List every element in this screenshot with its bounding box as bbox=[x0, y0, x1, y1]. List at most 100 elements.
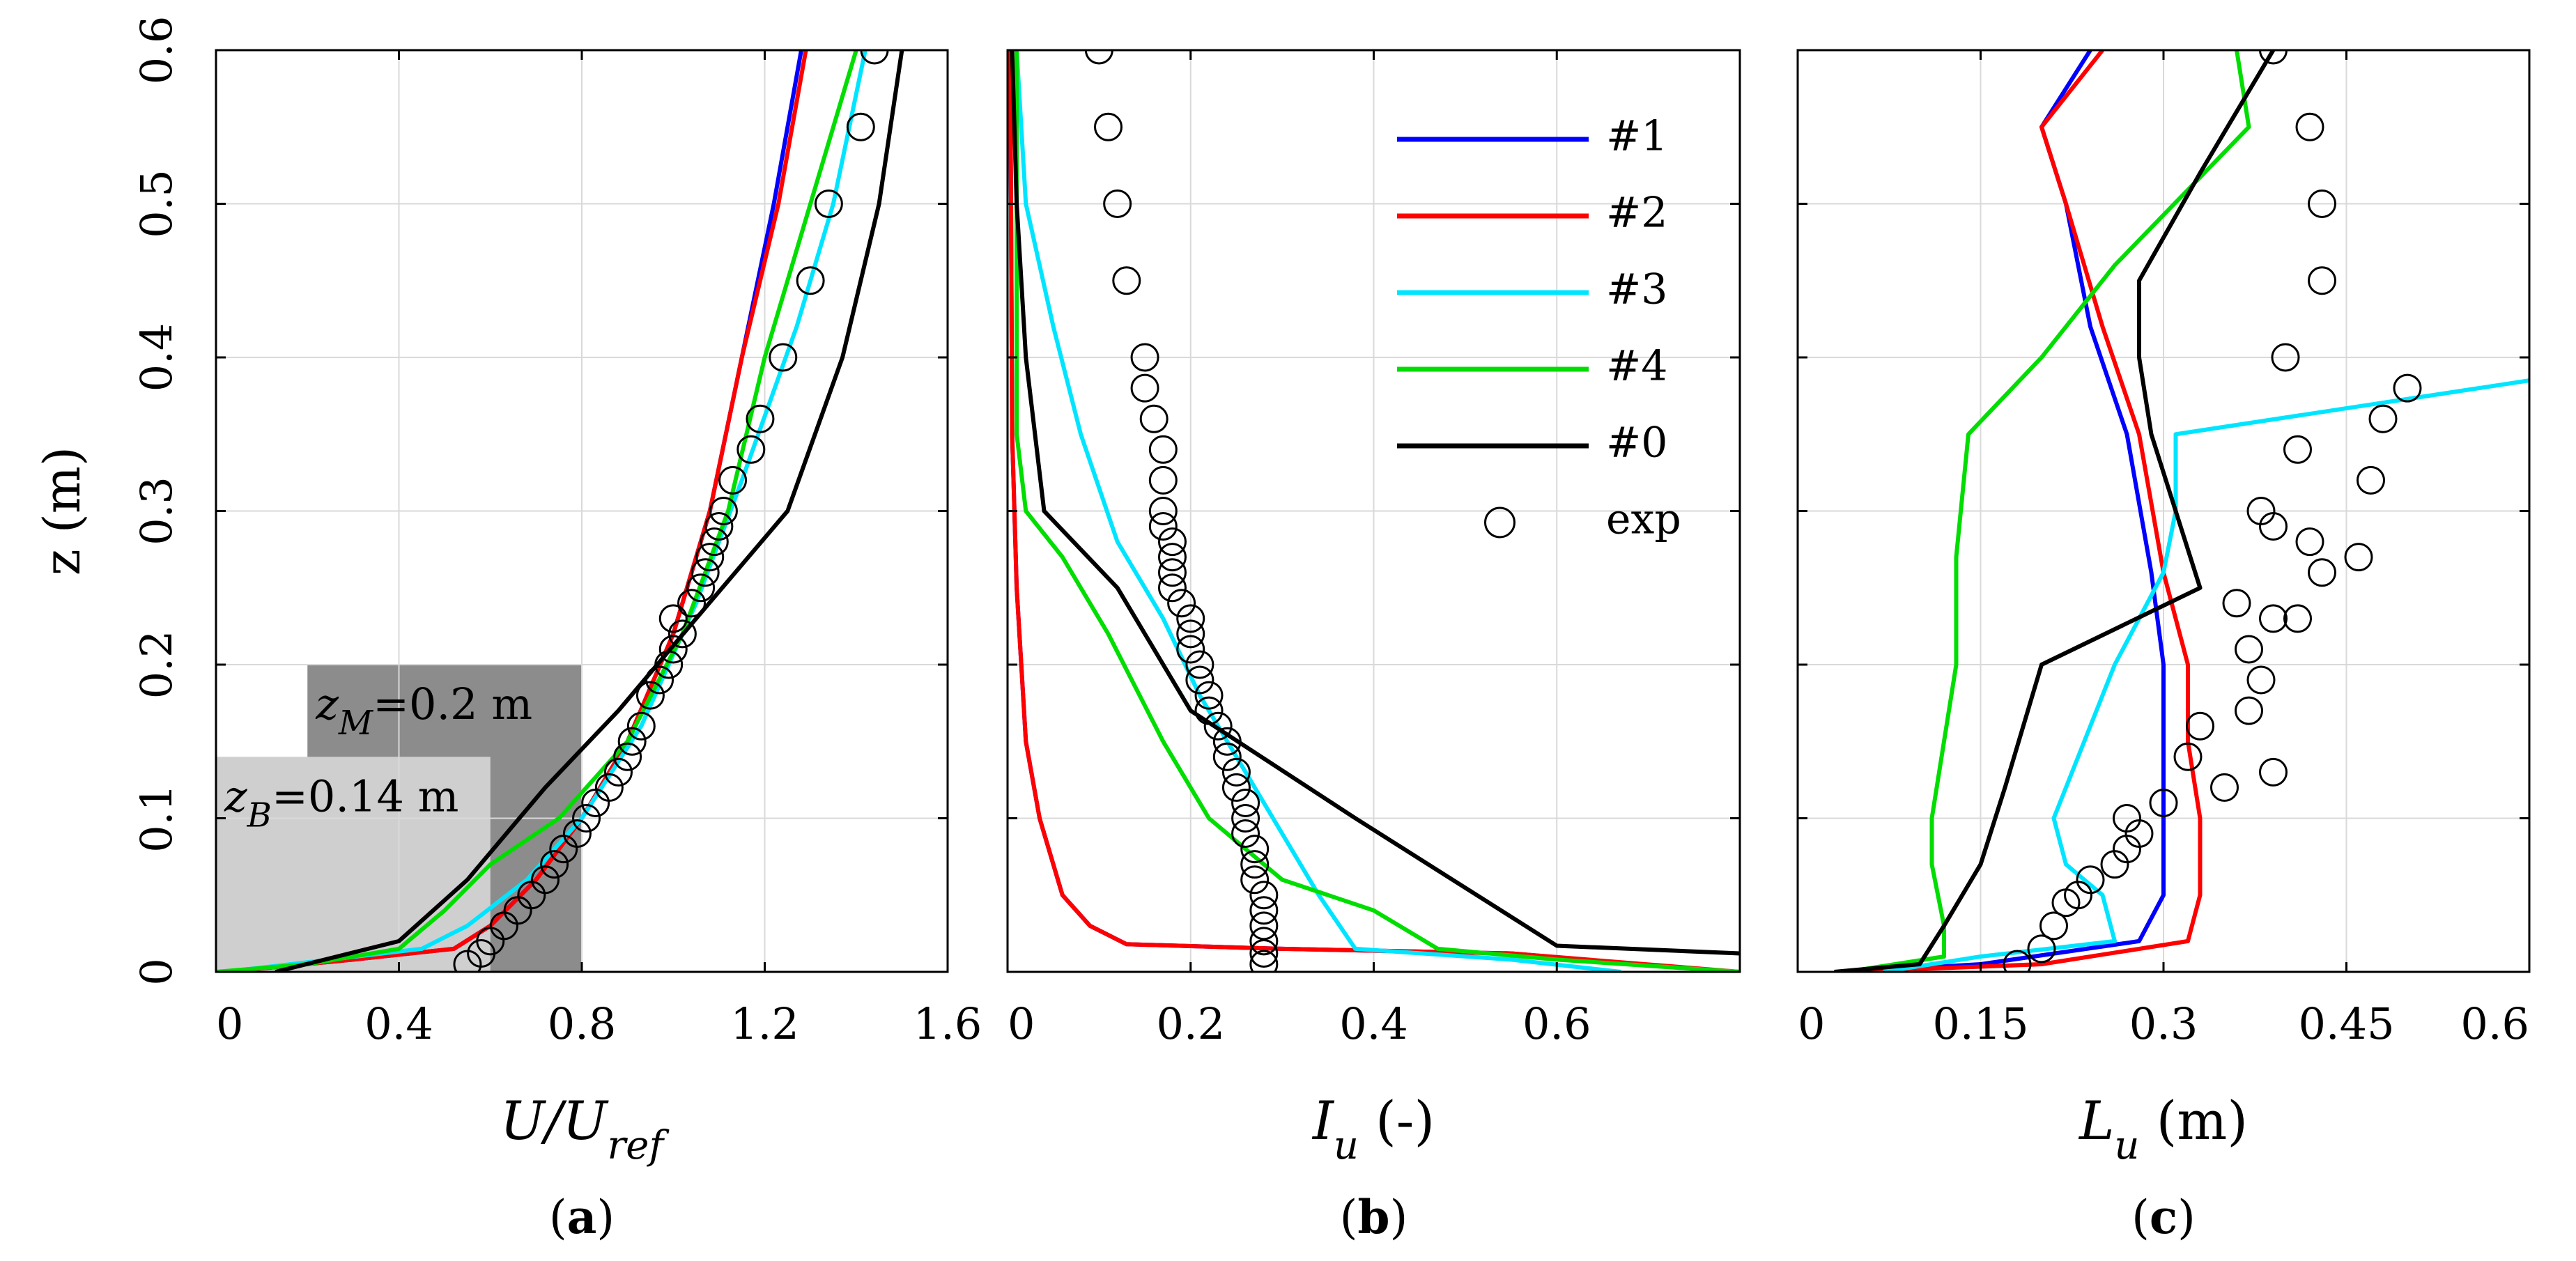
y-axis-label: z (m) bbox=[33, 447, 91, 575]
shaded-label-sub: B bbox=[247, 796, 272, 835]
series-group-a bbox=[216, 50, 904, 972]
exp-marker bbox=[1148, 435, 1178, 464]
exp-marker bbox=[2308, 266, 2336, 295]
x-axis-label-sub: ref bbox=[608, 1123, 670, 1168]
y-tick-label: 0.6 bbox=[131, 16, 182, 85]
series-line-4 bbox=[216, 50, 858, 972]
exp-marker bbox=[2271, 343, 2300, 372]
exp-marker bbox=[562, 819, 592, 849]
exp-marker bbox=[1130, 343, 1159, 372]
exp-marker bbox=[1148, 497, 1178, 525]
exp-marker bbox=[1194, 681, 1224, 710]
exp-marker bbox=[2308, 189, 2336, 218]
exp-marker bbox=[1249, 939, 1279, 968]
exp-marker bbox=[1176, 635, 1205, 664]
x-tick-label: 1.6 bbox=[913, 998, 982, 1049]
shaded-label-zB: zB=0.14 m bbox=[224, 771, 458, 835]
x-tick-label: 0 bbox=[1008, 998, 1035, 1049]
exp-marker bbox=[2186, 711, 2214, 741]
legend-label: #1 bbox=[1606, 112, 1667, 161]
x-axis-label-main: I bbox=[1311, 1090, 1335, 1152]
shaded-label-zM: zM=0.2 m bbox=[315, 679, 532, 743]
exp-marker bbox=[1112, 266, 1141, 295]
exp-marker bbox=[1084, 50, 1113, 65]
x-axis-label-main: U/U bbox=[500, 1090, 610, 1152]
x-axis-label-sub: u bbox=[1334, 1123, 1359, 1168]
exp-marker bbox=[635, 681, 665, 710]
x-tick-label: 0.15 bbox=[1932, 998, 2028, 1049]
legend-label: #0 bbox=[1606, 419, 1667, 467]
exp-marker bbox=[1249, 881, 1279, 910]
exp-marker bbox=[2235, 696, 2263, 725]
exp-marker bbox=[2246, 665, 2276, 695]
exp-marker bbox=[2259, 757, 2288, 787]
caption-paren-open: ( bbox=[549, 1191, 567, 1244]
exp-marker bbox=[1231, 804, 1260, 833]
exp-marker bbox=[2173, 742, 2203, 771]
exp-marker bbox=[2283, 604, 2312, 633]
exp-marker bbox=[796, 266, 825, 295]
caption-paren-open: ( bbox=[2131, 1191, 2150, 1244]
caption-letter: c bbox=[2150, 1190, 2177, 1244]
y-tick-label: 0.5 bbox=[131, 169, 182, 238]
exp-marker bbox=[2076, 865, 2105, 895]
exp-marker bbox=[1194, 696, 1224, 725]
y-tick-label: 0.4 bbox=[131, 323, 182, 392]
caption-paren-open: ( bbox=[1340, 1191, 1358, 1244]
series-line-4 bbox=[1846, 50, 2251, 972]
exp-marker bbox=[718, 465, 748, 495]
exp-marker bbox=[1240, 835, 1270, 864]
exp-marker bbox=[2344, 543, 2373, 572]
series-line-4 bbox=[1015, 50, 1740, 972]
series-group-c bbox=[1834, 50, 2529, 972]
exp-marker bbox=[691, 558, 720, 587]
legend-swatch-exp bbox=[1484, 506, 1515, 539]
x-tick-label: 0.6 bbox=[2460, 998, 2529, 1049]
x-tick-label: 0 bbox=[216, 998, 243, 1049]
exp-marker bbox=[1157, 558, 1187, 587]
series-line-0 bbox=[275, 50, 904, 972]
exp-marker bbox=[613, 742, 642, 771]
exp-marker bbox=[2295, 112, 2324, 141]
exp-marker bbox=[531, 865, 560, 895]
exp-marker bbox=[709, 497, 738, 525]
exp-marker bbox=[1212, 727, 1242, 756]
exp-marker bbox=[1249, 950, 1279, 972]
exp-marker bbox=[736, 435, 766, 464]
x-tick-label: 0 bbox=[1798, 998, 1825, 1049]
exp-marker bbox=[686, 573, 716, 603]
exp-marker bbox=[677, 589, 706, 618]
exp-marker bbox=[2259, 604, 2288, 633]
y-tick-label: 0.1 bbox=[131, 784, 182, 853]
exp-marker bbox=[1185, 665, 1214, 695]
exp-marker bbox=[1249, 927, 1279, 956]
x-axis-label-sub: u bbox=[2114, 1123, 2139, 1168]
caption-letter: b bbox=[1357, 1190, 1389, 1244]
exp-marker bbox=[1231, 788, 1260, 817]
x-axis-label: Iu (-) bbox=[1311, 1090, 1435, 1168]
x-axis-label-unit: (-) bbox=[1359, 1090, 1435, 1152]
exp-marker bbox=[1185, 650, 1214, 679]
exp-marker bbox=[695, 543, 725, 572]
exp-marker bbox=[1148, 465, 1178, 495]
exp-marker bbox=[2210, 773, 2239, 802]
exp-marker bbox=[1231, 819, 1260, 849]
exp-marker bbox=[604, 757, 633, 787]
series-line-0 bbox=[1010, 50, 1740, 956]
shaded-label-main: z bbox=[224, 771, 247, 821]
exp-marker bbox=[2393, 373, 2422, 403]
series-line-3 bbox=[1883, 378, 2529, 972]
exp-marker bbox=[846, 112, 875, 141]
caption-paren-close: ) bbox=[596, 1191, 615, 1244]
caption-letter: a bbox=[567, 1190, 597, 1244]
exp-marker bbox=[1176, 619, 1205, 649]
x-tick-label: 1.2 bbox=[730, 998, 799, 1049]
exp-marker bbox=[1249, 896, 1279, 925]
exp-marker bbox=[2308, 558, 2336, 587]
caption-paren-close: ) bbox=[2177, 1191, 2196, 1244]
exp-marker bbox=[1157, 527, 1187, 557]
x-axis-label: U/Uref bbox=[500, 1090, 670, 1168]
panel-c: 0 0.15 0.3 0.45 0.6 Lu (m) (c) bbox=[1796, 49, 2531, 1244]
exp-marker bbox=[658, 635, 688, 664]
